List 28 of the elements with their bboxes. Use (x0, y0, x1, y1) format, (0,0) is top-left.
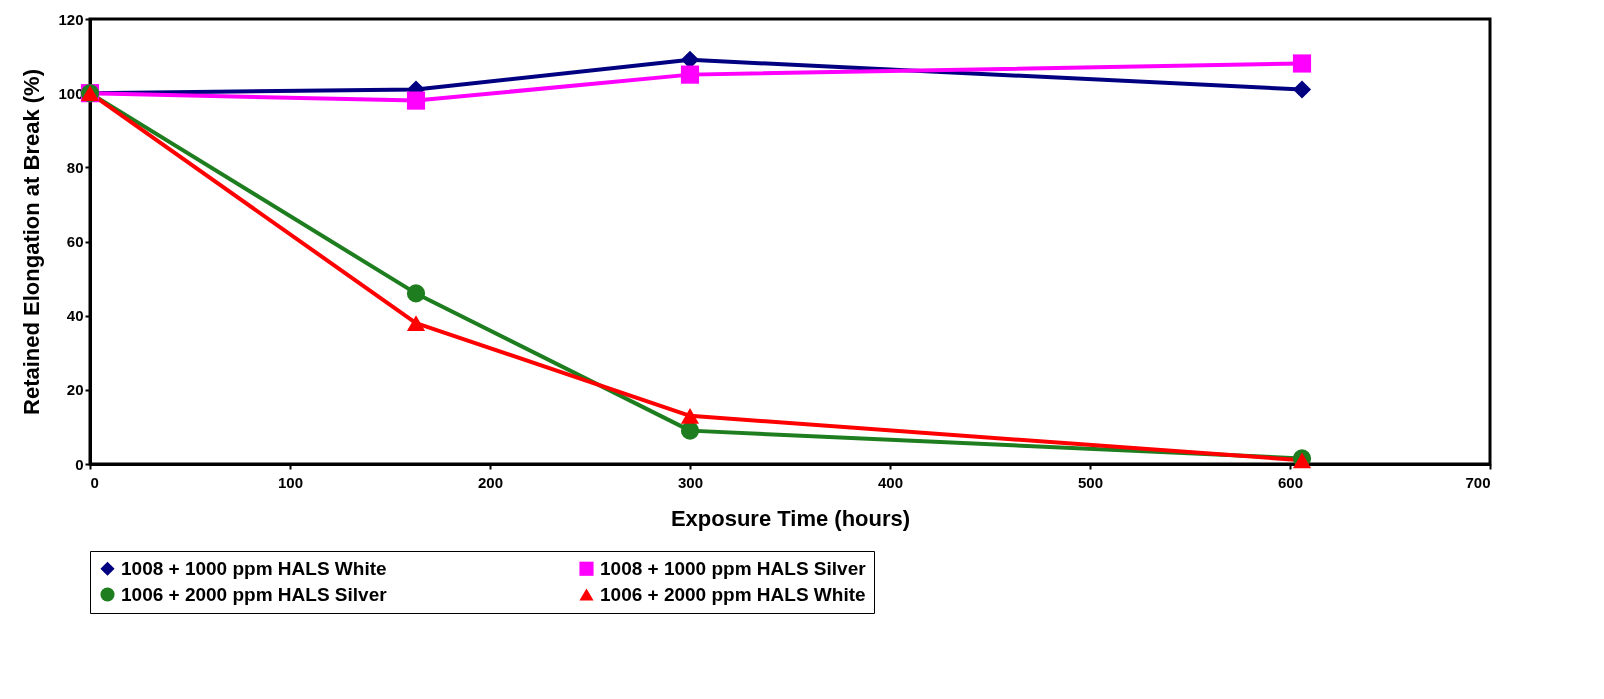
point (406, 315, 426, 331)
y-tick-label: 0 (75, 455, 84, 473)
x-tick-label: 0 (90, 473, 99, 491)
y-tick-label: 80 (66, 158, 84, 176)
x-tick-label: 100 (277, 473, 304, 491)
x-tick-label: 600 (1277, 473, 1304, 491)
point (406, 284, 426, 303)
legend-label: 1008 + 1000 ppm HALS White (121, 557, 387, 579)
y-tick-label: 120 (58, 10, 84, 28)
x-tick-label: 200 (477, 473, 504, 491)
x-tick-label: 300 (677, 473, 704, 491)
x-tick-label: 700 (1465, 473, 1491, 491)
x-axis-title: Exposure Time (hours) (670, 505, 911, 531)
point (680, 50, 700, 69)
y-tick-label: 40 (66, 307, 84, 325)
y-tick-label: 60 (66, 233, 84, 250)
legend-label: 1006 + 2000 ppm HALS Silver (121, 583, 388, 605)
y-axis-title: Retained Elongation at Break (%) (19, 69, 45, 415)
point (1292, 80, 1312, 99)
point (680, 65, 700, 84)
x-tick-label: 400 (877, 473, 904, 491)
point (406, 91, 426, 110)
x-tick-label: 500 (1077, 473, 1104, 491)
y-tick-label: 20 (66, 381, 84, 399)
point (680, 407, 700, 424)
point (1292, 54, 1312, 73)
legend-label: 1006 + 2000 ppm HALS White (600, 583, 866, 605)
legend-label: 1008 + 1000 ppm HALS Silver (600, 557, 867, 579)
